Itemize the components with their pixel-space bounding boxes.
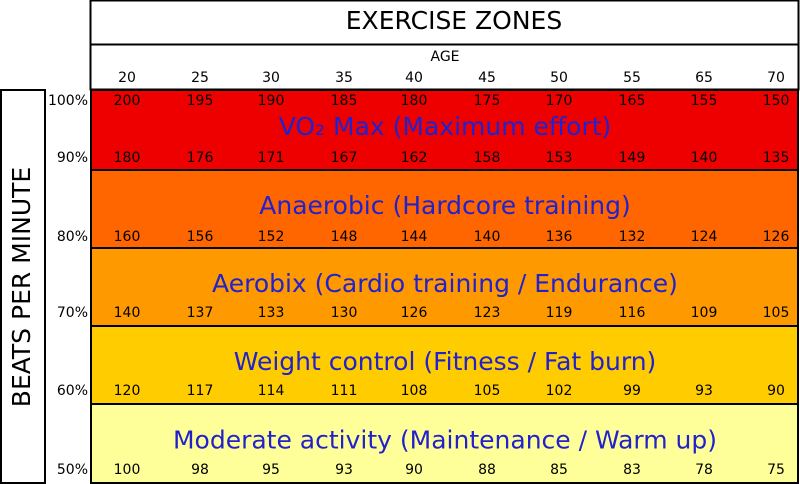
percent-label: 100% xyxy=(48,93,88,109)
age: 55 xyxy=(623,70,641,86)
heart-rate: 90 xyxy=(405,462,423,478)
heart-rate: 90 xyxy=(767,383,785,399)
heart-rate: 136 xyxy=(546,229,573,245)
zone-label: Weight control (Fitness / Fat burn) xyxy=(234,347,657,376)
heart-rate: 185 xyxy=(331,93,358,109)
heart-rate: 99 xyxy=(623,383,641,399)
heart-rate: 130 xyxy=(331,305,358,321)
percent-label: 90% xyxy=(57,150,88,166)
percent-label: 50% xyxy=(57,462,88,478)
zone-band xyxy=(90,169,799,249)
heart-rate: 114 xyxy=(258,383,285,399)
heart-rate: 156 xyxy=(187,229,214,245)
percent-label: 70% xyxy=(57,305,88,321)
heart-rate: 124 xyxy=(691,229,718,245)
heart-rate: 180 xyxy=(114,150,141,166)
heart-rate: 117 xyxy=(187,383,214,399)
heart-rate: 108 xyxy=(401,383,428,399)
heart-rate: 160 xyxy=(114,229,141,245)
heart-rate: 133 xyxy=(258,305,285,321)
zone-band xyxy=(90,247,799,327)
heart-rate: 137 xyxy=(187,305,214,321)
age: 30 xyxy=(262,70,280,86)
heart-rate: 116 xyxy=(619,305,646,321)
cells: 20 25 30 35 40 45 50 55 65 70 100% 200 195 190 185 180 1… xyxy=(48,70,789,478)
heart-rate: 93 xyxy=(695,383,713,399)
zone-label: Anaerobic (Hardcore training) xyxy=(259,191,630,220)
heart-rate: 105 xyxy=(763,305,790,321)
age: 40 xyxy=(405,70,423,86)
age: 25 xyxy=(191,70,209,86)
heart-rate: 140 xyxy=(691,150,718,166)
heart-rate: 132 xyxy=(619,229,646,245)
title: EXERCISE ZONES xyxy=(346,6,562,35)
heart-rate: 153 xyxy=(546,150,573,166)
zone-band xyxy=(90,325,799,405)
percent-label: 60% xyxy=(57,383,88,399)
zone-label: Aerobix (Cardio training / Endurance) xyxy=(212,269,678,298)
heart-rate: 176 xyxy=(187,150,214,166)
zones: VO₂ Max (Maximum effort) Anaerobic (Hardc… xyxy=(90,89,799,484)
age: 35 xyxy=(335,70,353,86)
age: 65 xyxy=(695,70,713,86)
heart-rate: 109 xyxy=(691,305,718,321)
age: 50 xyxy=(550,70,568,86)
heart-rate: 140 xyxy=(114,305,141,321)
heart-rate: 78 xyxy=(695,462,713,478)
heart-rate: 126 xyxy=(763,229,790,245)
heart-rate: 140 xyxy=(474,229,501,245)
zone-label: Moderate activity (Maintenance / Warm up… xyxy=(173,426,717,455)
heart-rate: 150 xyxy=(763,93,790,109)
heart-rate: 135 xyxy=(763,150,790,166)
heart-rate: 102 xyxy=(546,383,573,399)
heart-rate: 100 xyxy=(114,462,141,478)
heart-rate: 170 xyxy=(546,93,573,109)
age: 70 xyxy=(767,70,785,86)
heart-rate: 88 xyxy=(478,462,496,478)
y-label-box xyxy=(0,89,46,484)
heart-rate: 126 xyxy=(401,305,428,321)
percent-label: 80% xyxy=(57,229,88,245)
heart-rate: 85 xyxy=(550,462,568,478)
y-label: BEATS PER MINUTE xyxy=(7,167,36,407)
heart-rate: 149 xyxy=(619,150,646,166)
x-label: AGE xyxy=(430,49,459,65)
heart-rate: 165 xyxy=(619,93,646,109)
heart-rate: 190 xyxy=(258,93,285,109)
zone-band xyxy=(90,403,799,484)
heart-rate: 167 xyxy=(331,150,358,166)
heart-rate: 155 xyxy=(691,93,718,109)
heart-rate: 95 xyxy=(262,462,280,478)
heart-rate: 171 xyxy=(258,150,285,166)
heart-rate: 83 xyxy=(623,462,641,478)
heart-rate: 195 xyxy=(187,93,214,109)
heart-rate: 120 xyxy=(114,383,141,399)
heart-rate: 105 xyxy=(474,383,501,399)
heart-rate: 200 xyxy=(114,93,141,109)
heart-rate: 162 xyxy=(401,150,428,166)
age: 20 xyxy=(118,70,136,86)
heart-rate: 144 xyxy=(401,229,428,245)
heart-rate: 148 xyxy=(331,229,358,245)
heart-rate: 93 xyxy=(335,462,353,478)
heart-rate: 119 xyxy=(546,305,573,321)
heart-rate: 175 xyxy=(474,93,501,109)
heart-rate: 123 xyxy=(474,305,501,321)
heart-rate: 152 xyxy=(258,229,285,245)
heart-rate: 180 xyxy=(401,93,428,109)
heart-rate: 111 xyxy=(331,383,358,399)
heart-rate: 98 xyxy=(191,462,209,478)
age: 45 xyxy=(478,70,496,86)
heart-rate: 75 xyxy=(767,462,785,478)
zone-label: VO₂ Max (Maximum effort) xyxy=(279,112,612,141)
heart-rate: 158 xyxy=(474,150,501,166)
